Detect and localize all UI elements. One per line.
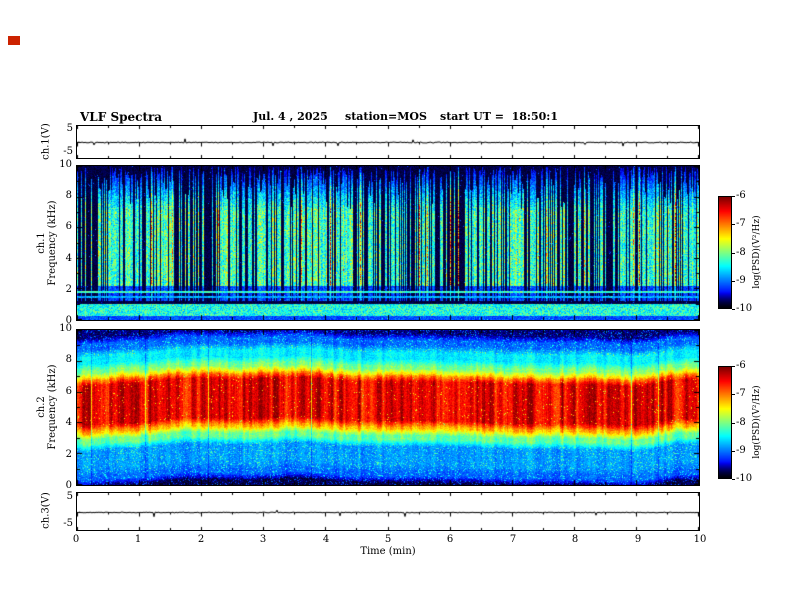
colorbar1-tick-label: -9 — [736, 275, 746, 286]
colorbar1-axis-label: log(PSD)(V²/Hz) — [752, 215, 762, 289]
colorbar1-canvas — [719, 197, 731, 308]
colorbar1-tick-label: -7 — [736, 218, 746, 229]
xtick-label: 9 — [634, 534, 642, 545]
ch1v-ymax-label: 5 — [66, 123, 73, 134]
figure-start-ut: start UT = 18:50:1 — [440, 110, 558, 123]
colorbar2-tick-label: -6 — [736, 360, 746, 371]
colorbar2-tick-label: -10 — [736, 473, 753, 484]
spec1-ytick-label: 0 — [65, 315, 72, 326]
xtick-label: 6 — [446, 534, 454, 545]
spec2-ytick-label: 8 — [65, 354, 72, 365]
ch1-channel-label: ch.1 — [36, 232, 47, 254]
spec1-ytick-label: 10 — [59, 159, 72, 170]
xtick-label: 2 — [197, 534, 205, 545]
xtick-label: 4 — [322, 534, 330, 545]
ch3-waveform-canvas — [77, 493, 699, 530]
ch1v-ymin-label: -5 — [63, 146, 73, 157]
figure-station: station=MOS — [345, 110, 427, 123]
colorbar1-tick — [732, 253, 735, 254]
colorbar2-canvas — [719, 367, 731, 478]
colorbar2-tick-label: -8 — [736, 417, 746, 428]
ch2-spectrogram-canvas — [77, 330, 699, 485]
spec2-ytick-label: 4 — [65, 417, 72, 428]
spec1-ytick-label: 2 — [65, 284, 72, 295]
xtick-label: 1 — [134, 534, 142, 545]
xtick-label: 7 — [509, 534, 517, 545]
xtick-label: 3 — [259, 534, 267, 545]
spec2-ytick-label: 0 — [65, 480, 72, 491]
colorbar-ch1 — [718, 196, 732, 309]
panel-ch2-spectrogram — [76, 329, 700, 486]
xtick-label: 5 — [384, 534, 392, 545]
figure-date: Jul. 4 , 2025 — [253, 110, 328, 123]
corner-marker — [8, 36, 20, 45]
figure-title: VLF Spectra — [80, 110, 163, 124]
colorbar2-tick — [732, 479, 735, 480]
ch1-voltage-axis-label: ch.1(V) — [40, 123, 52, 160]
spec2-ytick-label: 10 — [59, 323, 72, 334]
colorbar1-tick-label: -10 — [736, 303, 753, 314]
panel-ch1-spectrogram — [76, 165, 700, 321]
colorbar2-tick-label: -9 — [736, 445, 746, 456]
spec2-ytick-label: 6 — [65, 386, 72, 397]
colorbar2-tick — [732, 423, 735, 424]
ch1-spectrogram-canvas — [77, 166, 699, 320]
xtick-label: 10 — [693, 534, 707, 545]
spec1-ytick-label: 4 — [65, 253, 72, 264]
x-axis-title: Time (min) — [360, 546, 416, 557]
ch2-channel-label: ch.2 — [36, 396, 47, 418]
colorbar1-tick — [732, 309, 735, 310]
colorbar2-tick — [732, 366, 735, 367]
xtick-label: 8 — [571, 534, 579, 545]
colorbar2-tick — [732, 394, 735, 395]
colorbar1-tick — [732, 281, 735, 282]
colorbar-ch2 — [718, 366, 732, 479]
ch3v-ymin-label: -5 — [63, 518, 73, 529]
panel-ch1-voltage — [76, 125, 700, 159]
spec2-ytick-label: 2 — [65, 449, 72, 460]
spec1-ytick-label: 6 — [65, 221, 72, 232]
colorbar1-tick-label: -8 — [736, 247, 746, 258]
xtick-label: 0 — [72, 534, 80, 545]
ch3v-ymax-label: 5 — [66, 491, 73, 502]
ch3-voltage-axis-label: ch.3(V) — [40, 492, 52, 529]
colorbar2-tick — [732, 451, 735, 452]
ch1-waveform-canvas — [77, 126, 699, 158]
panel-ch3-voltage — [76, 492, 700, 531]
colorbar2-tick-label: -7 — [736, 388, 746, 399]
colorbar2-axis-label: log(PSD)(V²/Hz) — [752, 385, 762, 459]
colorbar1-tick — [732, 224, 735, 225]
spec1-ytick-label: 8 — [65, 190, 72, 201]
colorbar1-tick — [732, 196, 735, 197]
colorbar1-tick-label: -6 — [736, 190, 746, 201]
